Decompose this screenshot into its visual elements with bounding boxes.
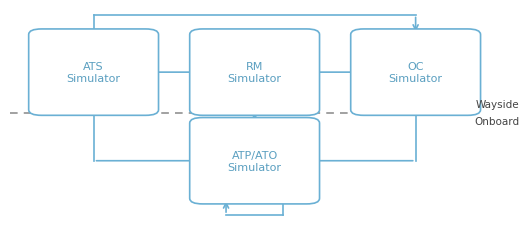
Text: Wayside: Wayside xyxy=(476,100,519,110)
FancyBboxPatch shape xyxy=(190,30,320,116)
Text: Onboard: Onboard xyxy=(474,116,519,126)
FancyBboxPatch shape xyxy=(190,118,320,204)
Text: ATP/ATO
Simulator: ATP/ATO Simulator xyxy=(227,150,281,172)
Text: ATS
Simulator: ATS Simulator xyxy=(67,62,121,83)
FancyBboxPatch shape xyxy=(351,30,481,116)
FancyBboxPatch shape xyxy=(29,30,158,116)
Text: RM
Simulator: RM Simulator xyxy=(227,62,281,83)
Text: OC
Simulator: OC Simulator xyxy=(388,62,443,83)
